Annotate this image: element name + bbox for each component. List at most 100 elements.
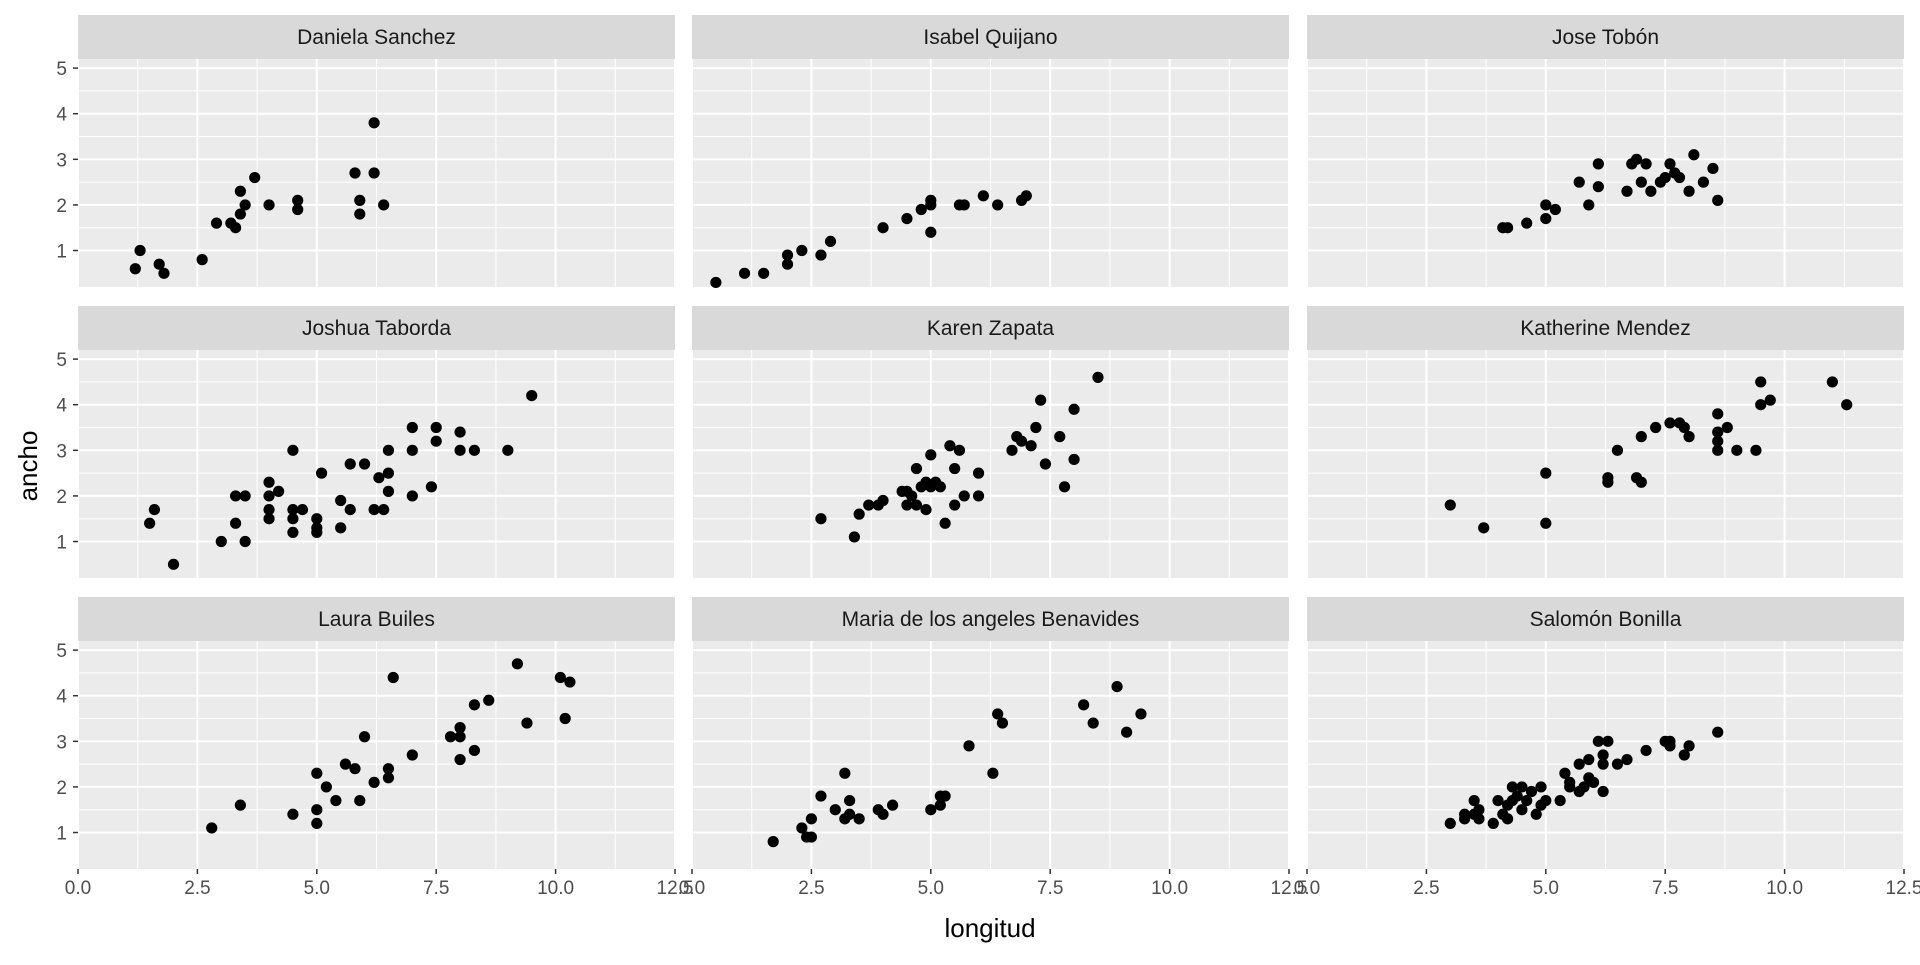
data-point [1611, 758, 1624, 770]
data-point [454, 753, 466, 766]
data-point [805, 813, 818, 825]
x-tick-label: 5.0 [1533, 878, 1559, 899]
x-tick-label: 10.0 [1151, 878, 1188, 899]
data-point [1683, 185, 1695, 197]
data-point [311, 817, 323, 830]
data-point [886, 799, 899, 811]
y-axis-title: ancho [13, 431, 43, 502]
data-point [1492, 795, 1504, 807]
data-point [1540, 199, 1552, 211]
data-point [1559, 767, 1571, 779]
data-point [977, 190, 989, 202]
data-point [239, 199, 251, 211]
facet-strip [1307, 306, 1904, 350]
data-point [335, 494, 347, 507]
data-point [1712, 194, 1724, 206]
data-point [382, 772, 395, 784]
data-point [468, 699, 481, 711]
data-point [1712, 444, 1724, 456]
data-point [1673, 171, 1686, 184]
data-point [454, 722, 466, 734]
data-point [915, 203, 927, 216]
y-tick-label: 1 [56, 533, 67, 554]
data-point [1664, 417, 1676, 429]
data-point [796, 244, 808, 257]
data-point [1764, 394, 1776, 406]
data-point [1092, 371, 1104, 383]
data-point [781, 258, 794, 270]
data-point [196, 254, 208, 266]
facet-2: Isabel Quijano [691, 15, 1290, 289]
data-point [1540, 517, 1552, 529]
data-point [1573, 758, 1585, 770]
data-point [1111, 681, 1123, 693]
data-point [1058, 481, 1071, 493]
data-point [901, 499, 913, 511]
data-point [292, 194, 304, 206]
data-point [877, 808, 889, 820]
data-point [1020, 190, 1032, 202]
y-tick-label: 2 [56, 196, 67, 217]
facet-6: Katherine Mendez [1306, 306, 1905, 578]
data-point [1549, 203, 1561, 216]
data-point [1521, 217, 1533, 229]
data-point [1592, 158, 1604, 170]
data-point [1015, 435, 1028, 447]
facet-strip [78, 306, 675, 350]
data-point [134, 244, 146, 257]
data-point [1678, 749, 1690, 761]
data-point [1530, 808, 1542, 820]
data-point [1473, 813, 1485, 825]
data-point [320, 781, 332, 793]
data-point [263, 476, 275, 488]
data-point [1635, 476, 1647, 488]
data-point [796, 822, 808, 834]
data-point [330, 795, 342, 807]
data-point [839, 767, 851, 779]
data-point [1688, 149, 1700, 161]
data-point [906, 490, 918, 502]
data-point [382, 763, 395, 775]
data-point [1035, 394, 1047, 406]
data-point [311, 804, 323, 816]
facet-strip [78, 15, 675, 59]
data-point [1678, 421, 1690, 434]
data-point [863, 499, 875, 511]
data-point [877, 222, 889, 234]
data-point [1039, 458, 1052, 470]
data-point [382, 467, 395, 479]
data-point [853, 508, 865, 520]
x-tick-label: 5.0 [304, 878, 330, 899]
data-point [1731, 444, 1743, 456]
data-point [1597, 758, 1609, 770]
data-point [148, 504, 161, 516]
data-point [1025, 440, 1037, 452]
data-point [1592, 181, 1604, 193]
y-tick-label: 5 [56, 350, 67, 371]
data-point [272, 485, 285, 497]
data-point [368, 776, 380, 788]
data-point [287, 808, 299, 820]
data-point [1521, 795, 1533, 807]
data-point [1468, 795, 1480, 807]
data-point [1712, 426, 1724, 438]
data-point [1592, 735, 1604, 747]
x-tick-label: 12.5 [1271, 878, 1308, 899]
data-point [382, 444, 395, 456]
data-point [454, 426, 466, 438]
data-point [234, 799, 246, 811]
data-point [1444, 499, 1456, 511]
facet-strip-label: Joshua Taborda [302, 317, 451, 340]
data-point [354, 208, 366, 220]
data-point [1712, 726, 1724, 738]
y-tick-label: 3 [56, 732, 67, 753]
x-tick-label: 2.5 [1413, 878, 1439, 899]
facet-4: Joshua Taborda 1 2 3 4 5 [56, 306, 676, 578]
data-point [1630, 153, 1643, 165]
data-point [1516, 781, 1528, 793]
y-tick-label: 4 [56, 396, 67, 417]
facet-1: Daniela Sanchez 1 2 3 4 5 [56, 15, 676, 287]
data-point [234, 208, 246, 220]
data-point [805, 831, 818, 843]
data-point [844, 808, 856, 820]
